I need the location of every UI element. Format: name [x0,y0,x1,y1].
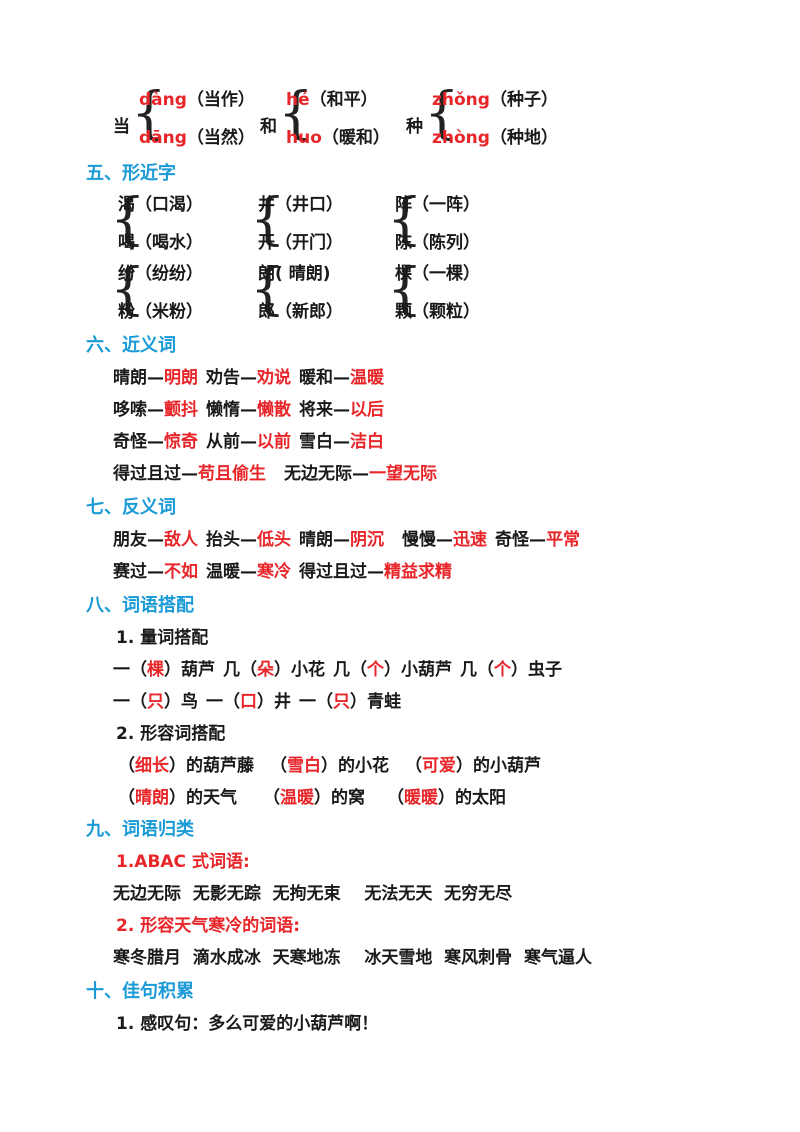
section-title: 九、词语归类 [86,819,194,840]
duoyin-char: 当 [113,117,130,137]
duoyin-item: zhǒng（种子） [432,90,558,110]
section-title: 八、词语搭配 [86,595,194,616]
duoyin-item: hé（和平） [286,90,378,110]
section-title: 十、佳句积累 [86,981,194,1002]
brace-icon: { [387,187,423,252]
brace-icon: { [131,81,167,146]
synonym-row: 哆嗦—颤抖 懒惰—懒散 将来—以后 [113,400,384,420]
xingjin-item: 开（开门） [258,233,343,253]
brace-icon: { [110,257,146,322]
subheading: 2. 形容词搭配 [116,724,226,744]
synonym-row: 晴朗—明朗 劝告—劝说 暖和—温暖 [113,368,384,388]
xingjin-item: 颗（颗粒） [395,302,480,322]
section-title: 七、反义词 [86,497,176,518]
xingjin-item: 陈（陈列） [395,233,480,253]
antonym-row: 赛过—不如 温暖—寒冷 得过且过—精益求精 [113,562,452,582]
xingjin-item: 渴（口渴） [118,195,203,215]
brace-icon: { [424,81,460,146]
xingjin-item: 棵（一棵） [395,264,480,284]
duoyin-item: huo（暖和） [286,128,390,148]
brace-icon: { [250,187,286,252]
duoyin-item: zhòng（种地） [432,128,558,148]
brace-icon: { [250,257,286,322]
brace-icon: { [387,257,423,322]
section-title: 五、形近字 [86,163,176,184]
xingjin-item: 朗( 晴朗) [258,264,331,284]
xingjin-item: 郎（新郎） [258,302,343,322]
antonym-row: 朋友—敌人 抬头—低头 晴朗—阴沉 慢慢—迅速 奇怪—平常 [113,530,580,550]
xingjin-item: 阵（一阵） [395,195,480,215]
subheading: 1. 量词搭配 [116,628,209,648]
adjective-row: （晴朗）的天气 （温暖）的窝 （暖暖）的太阳 [118,788,506,808]
xingjin-item: 粉（米粉） [118,302,203,322]
word-list: 寒冬腊月 滴水成冰 天寒地冻 冰天雪地 寒风刺骨 寒气逼人 [113,948,593,968]
measure-word-row: 一（只）鸟 一（口）井 一（只）青蛙 [113,692,401,712]
section-title: 六、近义词 [86,335,176,356]
xingjin-item: 井（井口） [258,195,343,215]
adjective-row: （细长）的葫芦藤 （雪白）的小花 （可爱）的小葫芦 [118,756,541,776]
subheading: 2. 形容天气寒冷的词语: [116,916,301,936]
xingjin-item: 喝（喝水） [118,233,203,253]
sentence: 1. 感叹句：多么可爱的小葫芦啊！ [116,1014,379,1034]
duoyin-char: 和 [260,117,277,137]
subheading: 1.ABAC 式词语: [116,852,250,872]
word-list: 无边无际 无影无踪 无拘无束 无法无天 无穷无尽 [113,884,513,904]
brace-icon: { [278,81,314,146]
brace-icon: { [110,187,146,252]
duoyin-char: 种 [406,117,423,137]
synonym-row: 得过且过—苟且偷生 无边无际—一望无际 [113,464,437,484]
duoyin-item: dāng（当然） [139,128,255,148]
xingjin-item: 纷（纷纷） [118,264,203,284]
synonym-row: 奇怪—惊奇 从前—以前 雪白—洁白 [113,432,384,452]
duoyin-item: dàng（当作） [139,90,255,110]
measure-word-row: 一（棵）葫芦 几（朵）小花 几（个）小葫芦 几（个）虫子 [113,660,562,680]
